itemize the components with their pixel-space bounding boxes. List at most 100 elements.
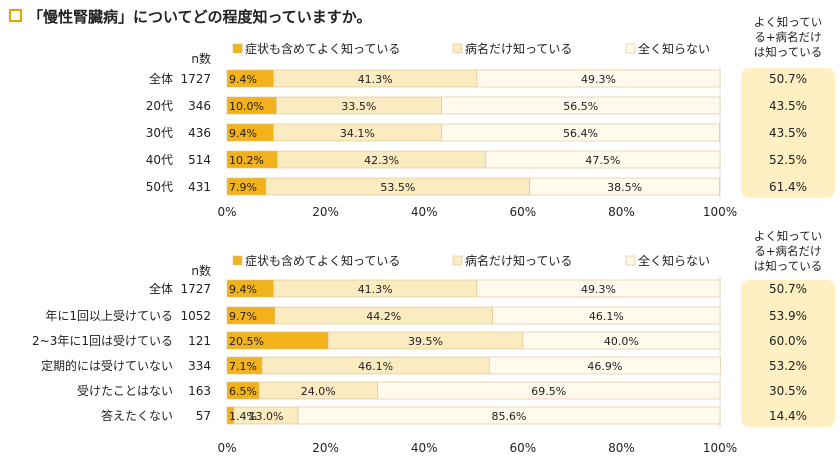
title-marker-icon xyxy=(9,9,22,22)
bar-segment-3 xyxy=(377,381,721,400)
x-tick-label: 0% xyxy=(217,441,236,455)
bar-segment-3 xyxy=(492,306,721,325)
data-label-2: 42.3% xyxy=(364,154,399,167)
data-label-2: 53.5% xyxy=(380,181,415,194)
data-label-1: 9.4% xyxy=(229,283,257,296)
legend-swatch-3 xyxy=(625,255,636,266)
legend-swatch-3 xyxy=(625,43,636,54)
data-label-1: 7.9% xyxy=(229,181,257,194)
legend-entry-2: 病名だけ知っている xyxy=(465,253,572,268)
bar-row: 30代 436 9.4% 34.1% 56.4% 43.5% xyxy=(146,123,807,142)
legend-swatch-2 xyxy=(452,43,463,54)
data-label-1: 9.7% xyxy=(229,310,257,323)
summary-value: 50.7% xyxy=(769,72,807,86)
n-count-value: 431 xyxy=(188,180,211,194)
x-tick-label: 60% xyxy=(509,205,536,219)
x-tick-label: 80% xyxy=(608,441,635,455)
data-label-3: 38.5% xyxy=(607,181,642,194)
category-label: 答えたくない xyxy=(101,408,173,423)
summary-value: 53.2% xyxy=(769,359,807,373)
summary-header-line: は知っている xyxy=(754,259,822,273)
bar-segment-3 xyxy=(476,279,721,298)
category-label: 年に1回以上受けている xyxy=(45,309,173,323)
x-tick-label: 20% xyxy=(312,205,339,219)
legend-swatch-2 xyxy=(452,255,463,266)
bar-segment-3 xyxy=(441,123,720,142)
data-label-2: 41.3% xyxy=(358,73,393,86)
n-count-header: n数 xyxy=(191,263,211,278)
bar-row: 50代 431 7.9% 53.5% 38.5% 61.4% xyxy=(146,177,807,196)
data-label-3: 40.0% xyxy=(604,335,639,348)
data-label-2: 46.1% xyxy=(358,360,393,373)
bar-row: 受けたことはない 163 6.5% 24.0% 69.5% 30.5% xyxy=(77,381,807,400)
legend-swatch-1 xyxy=(232,43,243,54)
summary-header-line: る+病名だけ xyxy=(754,244,821,258)
summary-value: 60.0% xyxy=(769,334,807,348)
x-tick-label: 40% xyxy=(411,441,438,455)
summary-header-line: よく知ってい xyxy=(754,15,822,29)
category-label: 20代 xyxy=(146,99,173,113)
category-label: 定期的には受けていない xyxy=(41,358,173,373)
data-label-2: 13.0% xyxy=(248,410,283,423)
legend-swatch-1 xyxy=(232,255,243,266)
bar-row: 全体 1727 9.4% 41.3% 49.3% 50.7% xyxy=(149,69,807,88)
data-label-3: 46.1% xyxy=(589,310,624,323)
bar-segment-3 xyxy=(441,96,721,115)
data-label-3: 85.6% xyxy=(492,410,527,423)
bar-row: 定期的には受けていない 334 7.1% 46.1% 46.9% 53.2% xyxy=(41,356,807,375)
summary-header-line: よく知ってい xyxy=(754,229,822,243)
n-count-value: 346 xyxy=(188,99,211,113)
bar-segment-3 xyxy=(488,356,721,375)
bar-row: 全体 1727 9.4% 41.3% 49.3% 50.7% xyxy=(149,279,807,298)
x-tick-label: 100% xyxy=(703,441,737,455)
data-label-2: 44.2% xyxy=(366,310,401,323)
summary-value: 52.5% xyxy=(769,153,807,167)
legend-entry-1: 症状も含めてよく知っている xyxy=(245,41,400,56)
data-label-3: 49.3% xyxy=(581,73,616,86)
legend-entry-1: 症状も含めてよく知っている xyxy=(245,253,400,268)
data-label-1: 1.4% xyxy=(229,410,257,423)
summary-header-line: は知っている xyxy=(754,45,822,59)
data-label-1: 6.5% xyxy=(229,385,257,398)
bar-segment-3 xyxy=(529,177,720,196)
data-label-1: 20.5% xyxy=(229,335,264,348)
data-label-3: 69.5% xyxy=(531,385,566,398)
data-label-3: 47.5% xyxy=(585,154,620,167)
data-label-3: 46.9% xyxy=(587,360,622,373)
n-count-value: 436 xyxy=(188,126,211,140)
summary-column-background xyxy=(741,68,835,198)
n-count-value: 1727 xyxy=(180,282,211,296)
n-count-value: 514 xyxy=(188,153,211,167)
category-label: 全体 xyxy=(149,71,173,86)
legend-entry-3: 全く知らない xyxy=(638,253,710,268)
data-label-1: 9.4% xyxy=(229,127,257,140)
category-label: 全体 xyxy=(149,281,173,296)
category-label: 40代 xyxy=(146,153,173,167)
chart-title: 「慢性腎臓病」についてどの程度知っていますか。 xyxy=(28,8,372,26)
bar-segment-3 xyxy=(485,150,721,169)
category-label: 受けたことはない xyxy=(77,384,173,398)
bar-segment-3 xyxy=(476,69,721,88)
n-count-value: 1727 xyxy=(180,72,211,86)
data-label-1: 10.0% xyxy=(229,100,264,113)
summary-value: 14.4% xyxy=(769,409,807,423)
n-count-value: 1052 xyxy=(180,309,211,323)
x-tick-label: 100% xyxy=(703,205,737,219)
data-label-3: 56.4% xyxy=(563,127,598,140)
data-label-3: 56.5% xyxy=(563,100,598,113)
x-tick-label: 40% xyxy=(411,205,438,219)
chart-title-group: 「慢性腎臓病」についてどの程度知っていますか。 xyxy=(9,8,372,26)
x-tick-label: 0% xyxy=(217,205,236,219)
summary-value: 61.4% xyxy=(769,180,807,194)
summary-column-background xyxy=(741,280,835,427)
n-count-value: 57 xyxy=(196,409,211,423)
x-tick-label: 60% xyxy=(509,441,536,455)
bar-segment-3 xyxy=(522,331,721,350)
x-tick-label: 80% xyxy=(608,205,635,219)
n-count-value: 163 xyxy=(188,384,211,398)
data-label-2: 33.5% xyxy=(341,100,376,113)
category-label: 30代 xyxy=(146,126,173,140)
